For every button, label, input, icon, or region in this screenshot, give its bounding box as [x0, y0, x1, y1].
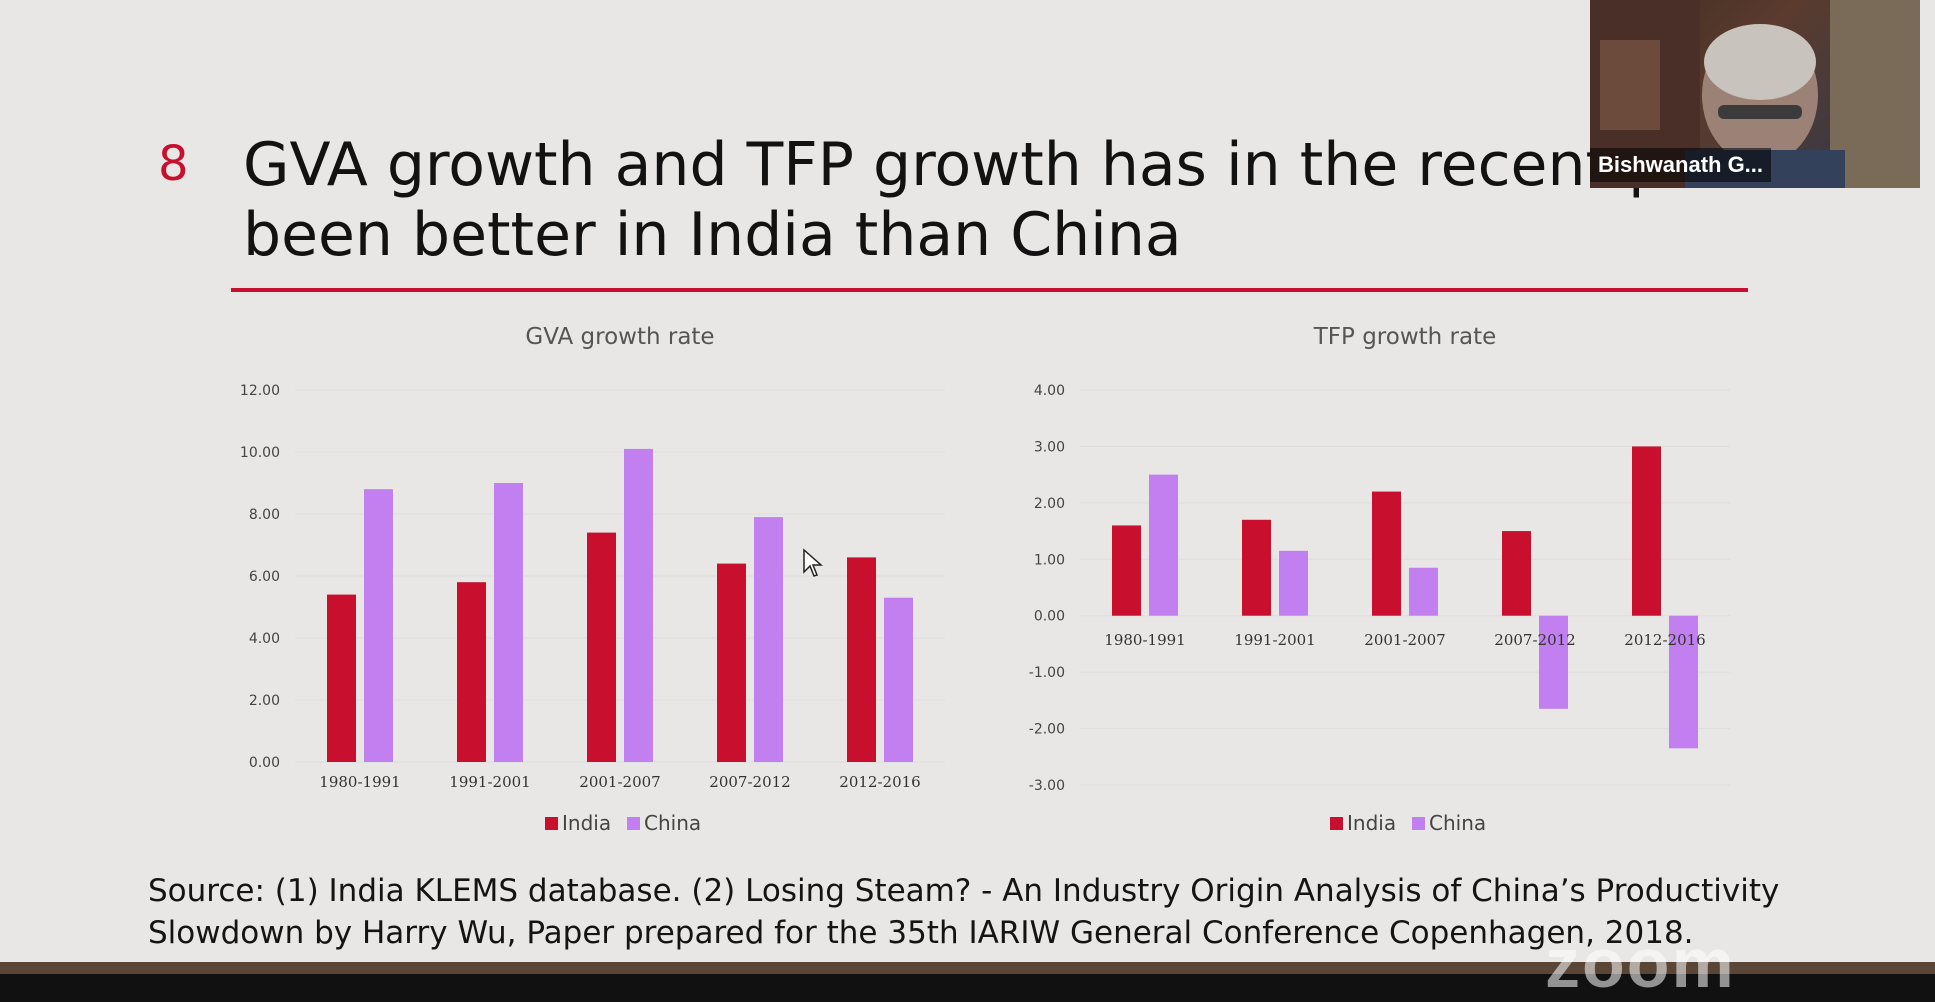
- gva-legend-swatch-india: [545, 817, 558, 830]
- tfp-growth-chart: TFP growth rate 4.00 3.00 2.00 1.00 0.00 -1.00…: [1010, 320, 1770, 850]
- tfp-y-tick-label: -1.00: [1029, 665, 1065, 681]
- gva-y-tick-label: 0.00: [249, 755, 280, 771]
- gva-bar-india: [587, 532, 616, 762]
- gva-legend-swatch-china: [627, 817, 640, 830]
- participant-video-tile[interactable]: Bishwanath G...: [1590, 0, 1920, 188]
- participant-hair: [1704, 24, 1816, 100]
- gva-bar-india: [847, 557, 876, 762]
- tfp-y-tick-label: -3.00: [1029, 778, 1065, 794]
- gva-legend-label-china: China: [644, 811, 701, 835]
- gva-y-tick-label: 6.00: [249, 569, 280, 585]
- shelf-items: [1600, 40, 1660, 130]
- slide-title-line-2: been better in India than China: [243, 200, 1182, 270]
- zoom-watermark: zoom: [1545, 924, 1736, 1002]
- participant-glasses: [1718, 105, 1802, 119]
- gva-y-tick-label: 12.00: [240, 383, 280, 399]
- gva-category-label: 1980-1991: [319, 773, 400, 791]
- gva-y-tick-label: 10.00: [240, 445, 280, 461]
- gva-category-label: 2001-2007: [579, 773, 660, 791]
- slide-title-line-1: GVA growth and TFP growth has in the rec…: [243, 130, 1820, 200]
- gva-bar-india: [327, 594, 356, 762]
- slide-number: 8: [158, 136, 189, 192]
- gva-bar-china: [624, 448, 653, 762]
- source-note: Source: (1) India KLEMS database. (2) Lo…: [148, 870, 1888, 954]
- tfp-legend-swatch-india: [1330, 817, 1343, 830]
- tfp-bar-india: [1112, 525, 1141, 616]
- tfp-y-tick-label: 1.00: [1034, 552, 1065, 568]
- slide-title: GVA growth and TFP growth has in the rec…: [243, 130, 1819, 270]
- gva-svg: GVA growth rate 12.00 10.00 8.00 6.00 4.00 2.0…: [240, 324, 945, 835]
- tfp-legend-swatch-china: [1412, 817, 1425, 830]
- tfp-bar-china: [1669, 615, 1698, 749]
- tfp-chart-title: TFP growth rate: [1313, 324, 1497, 350]
- gva-y-tick-label: 8.00: [249, 507, 280, 523]
- gva-bar-india: [717, 563, 746, 762]
- gva-category-label: 2012-2016: [839, 773, 920, 791]
- tfp-category-label: 1991-2001: [1234, 631, 1315, 649]
- gva-bar-china: [364, 489, 393, 762]
- source-line-1: Source: (1) India KLEMS database. (2) Lo…: [148, 873, 1780, 909]
- gva-bar-china: [494, 483, 523, 762]
- tfp-y-tick-label: -2.00: [1029, 722, 1065, 738]
- tfp-bar-china: [1539, 615, 1568, 709]
- tfp-category-label: 1980-1991: [1104, 631, 1185, 649]
- gva-category-label: 2007-2012: [709, 773, 790, 791]
- participant-name-label: Bishwanath G...: [1590, 148, 1772, 182]
- tfp-bar-china: [1149, 474, 1178, 616]
- tfp-y-tick-label: 4.00: [1034, 383, 1065, 399]
- gva-chart-title: GVA growth rate: [525, 324, 714, 350]
- tfp-category-label: 2001-2007: [1364, 631, 1445, 649]
- tfp-category-label: 2012-2016: [1624, 631, 1705, 649]
- tfp-category-label: 2007-2012: [1494, 631, 1575, 649]
- gva-legend-label-india: India: [562, 811, 611, 835]
- mouse-cursor-icon: [803, 548, 823, 577]
- gva-category-label: 1991-2001: [449, 773, 530, 791]
- gva-y-tick-label: 4.00: [249, 631, 280, 647]
- tfp-y-tick-label: 2.00: [1034, 496, 1065, 512]
- tfp-y-tick-label: 0.00: [1034, 609, 1065, 625]
- tfp-y-tick-label: 3.00: [1034, 439, 1065, 455]
- gva-bar-china: [884, 597, 913, 762]
- tfp-bar-india: [1632, 446, 1661, 616]
- tfp-legend-label-india: India: [1347, 811, 1396, 835]
- tfp-bar-india: [1372, 491, 1401, 616]
- title-divider: [231, 288, 1748, 292]
- gva-bar-india: [457, 582, 486, 762]
- tfp-svg: TFP growth rate 4.00 3.00 2.00 1.00 0.00 -1.00…: [1029, 324, 1730, 835]
- gva-growth-chart: GVA growth rate 12.00 10.00 8.00 6.00 4.00 2.0…: [225, 320, 985, 850]
- source-line-2: Slowdown by Harry Wu, Paper prepared for…: [148, 915, 1694, 951]
- gva-y-tick-label: 2.00: [249, 693, 280, 709]
- gva-bar-china: [754, 517, 783, 762]
- tfp-bar-china: [1409, 567, 1438, 616]
- bottom-strip: [0, 962, 1935, 974]
- tfp-bar-india: [1502, 531, 1531, 616]
- tfp-bar-china: [1279, 550, 1308, 616]
- tfp-legend-label-china: China: [1429, 811, 1486, 835]
- tfp-bar-india: [1242, 519, 1271, 616]
